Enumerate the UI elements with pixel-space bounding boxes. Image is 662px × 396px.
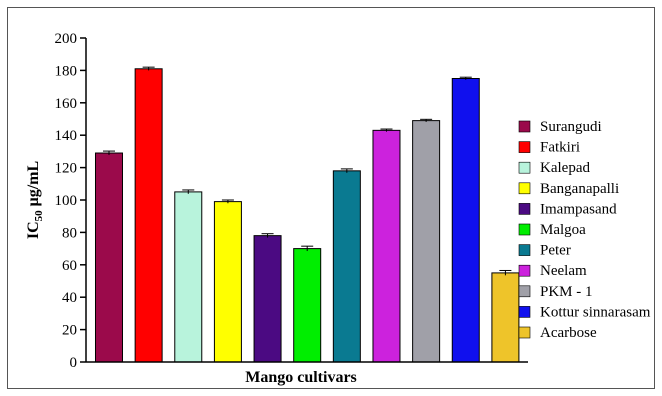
y-axis-title-unit: μg/mL [25,161,42,211]
y-axis-title-subscript: 50 [33,210,45,222]
legend-swatch [518,306,531,318]
legend-swatch [518,326,531,339]
y-axis-title-main: IC [25,221,42,239]
legend-swatch [518,264,531,277]
legend-label: Kottur sinnarasam [540,304,651,320]
chart-frame: 0 20 40 60 80 100 120 140 160 180 200 IC50 μg/mL M… [7,7,655,389]
y-tick-label: 0 [70,355,78,371]
x-axis-title: Mango cultivars [245,369,357,386]
bar [134,68,163,363]
y-tick-label: 20 [62,323,77,339]
legend-label: Surangudi [540,119,602,135]
legend-swatch [518,244,531,256]
y-tick-label: 80 [62,225,77,241]
bar [491,272,520,363]
legend-swatch [518,182,531,195]
legend-swatch [518,203,531,215]
legend-label: PKM - 1 [540,284,593,300]
legend-swatch [518,161,531,174]
bar [332,170,361,363]
legend-swatch [518,141,531,153]
y-tick-label: 120 [55,161,78,177]
legend-label: Kalepad [540,160,590,176]
bar [253,235,282,363]
y-tick-label: 140 [55,128,78,144]
legend-label: Malgoa [540,222,586,238]
bar [94,152,123,363]
legend-label: Acarbose [540,325,597,341]
legend-label: Banganapalli [540,181,619,197]
legend-label: Imampasand [540,201,617,217]
y-axis-ticks: 0 20 40 60 80 100 120 140 160 180 200 [55,31,86,371]
bar [213,201,242,363]
legend-swatch [518,223,531,236]
y-axis-title: IC50 μg/mL [25,161,45,239]
legend-label: Fatkiri [540,140,580,156]
y-tick-label: 40 [62,290,77,306]
bar [412,120,441,363]
bar-chart: 0 20 40 60 80 100 120 140 160 180 200 IC50 μg/mL M… [25,31,651,386]
y-tick-label: 160 [55,96,78,112]
bars [94,66,520,363]
y-tick-label: 180 [55,63,78,79]
bar [174,191,203,363]
legend-swatch [518,285,531,298]
y-tick-label: 100 [55,193,78,209]
legend-swatch [518,120,531,133]
y-tick-label: 200 [55,31,78,47]
bar [293,248,322,363]
legend-label: Peter [540,243,571,259]
legend: Surangudi Fatkiri Kalepad Banganapalli Imamp… [518,119,651,341]
bar [372,129,401,363]
legend-label: Neelam [540,263,587,279]
bar [451,78,480,363]
y-tick-label: 60 [62,258,77,274]
